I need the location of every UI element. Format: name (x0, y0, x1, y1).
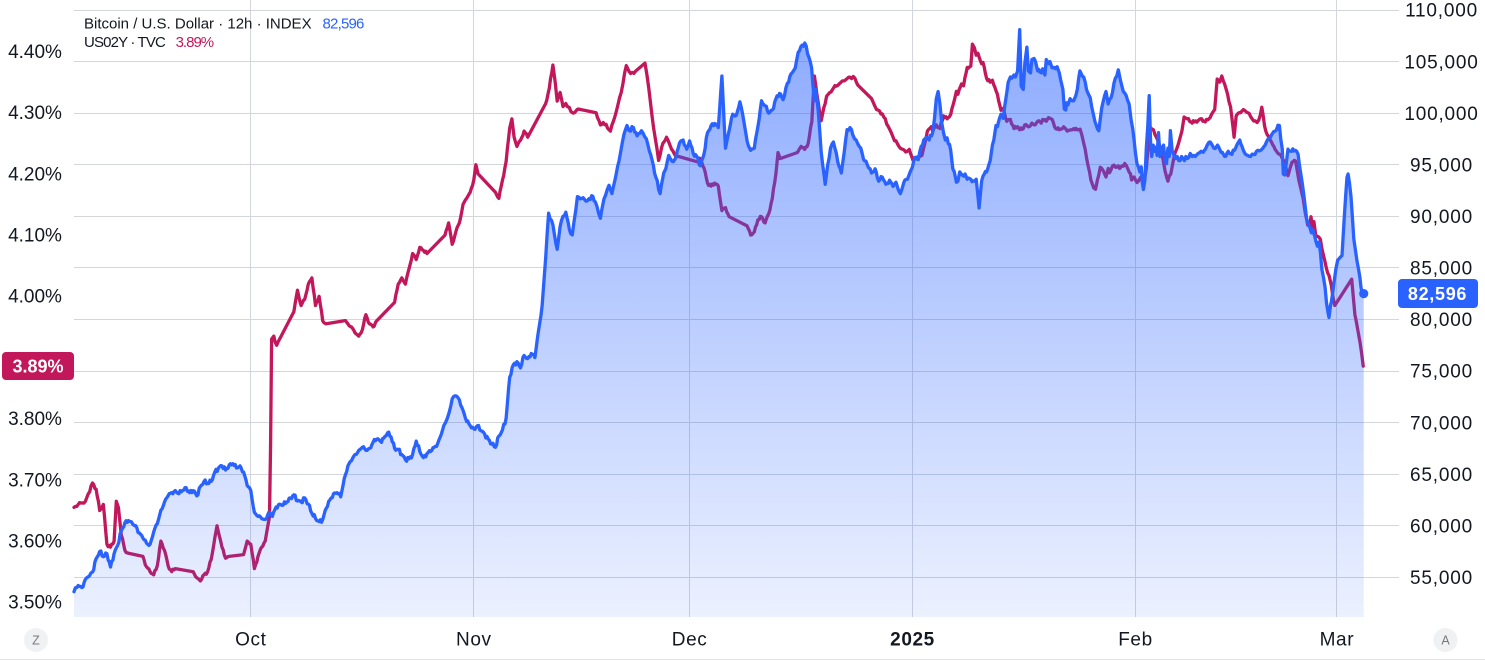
svg-text:4.20%: 4.20% (8, 164, 62, 185)
svg-text:3.89%: 3.89% (176, 34, 214, 51)
svg-text:3.60%: 3.60% (8, 532, 62, 553)
svg-text:65,000: 65,000 (1410, 465, 1473, 486)
svg-text:Oct: Oct (235, 629, 266, 650)
svg-text:3.89%: 3.89% (12, 357, 63, 377)
svg-text:3.50%: 3.50% (8, 593, 62, 614)
svg-text:105,000: 105,000 (1404, 52, 1478, 73)
svg-text:55,000: 55,000 (1410, 568, 1473, 589)
svg-text:90,000: 90,000 (1410, 207, 1473, 228)
svg-text:110,000: 110,000 (1405, 1, 1478, 22)
svg-text:82,596: 82,596 (323, 16, 365, 33)
svg-text:Z: Z (32, 634, 40, 648)
svg-text:A: A (1441, 634, 1450, 648)
svg-text:Dec: Dec (672, 629, 708, 650)
svg-text:75,000: 75,000 (1410, 362, 1473, 383)
svg-text:4.30%: 4.30% (8, 103, 62, 124)
svg-text:4.10%: 4.10% (8, 226, 62, 247)
svg-text:80,000: 80,000 (1410, 310, 1473, 331)
svg-text:85,000: 85,000 (1410, 259, 1473, 280)
svg-text:70,000: 70,000 (1410, 413, 1473, 434)
svg-text:4.40%: 4.40% (8, 42, 62, 63)
svg-text:95,000: 95,000 (1410, 155, 1473, 176)
svg-text:2025: 2025 (890, 629, 935, 650)
svg-text:Nov: Nov (456, 629, 492, 650)
svg-text:100,000: 100,000 (1404, 104, 1478, 125)
svg-text:60,000: 60,000 (1410, 516, 1473, 537)
svg-text:3.80%: 3.80% (8, 409, 62, 430)
svg-text:Feb: Feb (1118, 629, 1153, 650)
svg-text:82,596: 82,596 (1408, 284, 1467, 304)
svg-text:Mar: Mar (1320, 629, 1355, 650)
svg-text:3.70%: 3.70% (8, 470, 62, 491)
svg-text:US02Y · TVC: US02Y · TVC (84, 34, 166, 51)
svg-text:Bitcoin / U.S. Dollar · 12h ·: Bitcoin / U.S. Dollar · 12h · INDEX (84, 16, 312, 33)
svg-text:4.00%: 4.00% (8, 287, 62, 308)
